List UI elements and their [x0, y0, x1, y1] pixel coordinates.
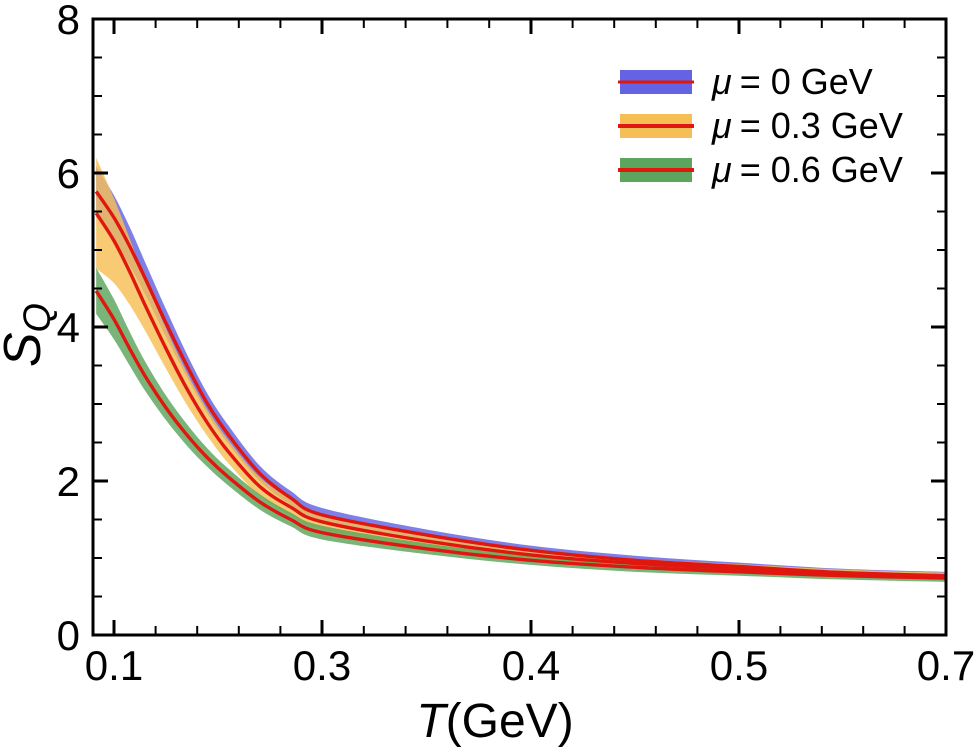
curve-mu=0.6GeV [94, 289, 945, 580]
x-tick-label: 0.3 [293, 642, 351, 689]
curve-mu=0GeV [94, 190, 945, 578]
x-tick-label: 0.5 [710, 642, 768, 689]
uncertainty-bands [96, 157, 945, 582]
legend-label-mu-0: μ = 0 GeV [711, 61, 873, 102]
x-tick-label: 0.4 [502, 642, 560, 689]
central-curves [94, 190, 945, 580]
axis-ticks [93, 17, 948, 637]
legend: μ = 0 GeV μ = 0.3 GeV μ = 0.6 GeV [618, 61, 903, 190]
x-tick-label: 0.1 [85, 642, 143, 689]
y-tick-label: 8 [57, 0, 80, 43]
legend-entry-mu-0.6: μ = 0.6 GeV [618, 149, 903, 190]
band-mu=0.3GeV [96, 157, 945, 581]
x-axis-title: T(GeV) [416, 695, 573, 748]
y-tick-label: 0 [57, 612, 80, 659]
curve-mu=0.3GeV [94, 212, 945, 579]
y-tick-label: 4 [57, 304, 80, 351]
legend-entry-mu-0: μ = 0 GeV [618, 61, 873, 102]
y-axis-title: SQ [0, 303, 59, 367]
y-tick-labels: 0 2 4 6 8 [57, 0, 80, 659]
x-tick-labels: 0.1 0.3 0.4 0.5 0.7 [85, 642, 974, 689]
legend-entry-mu-0.3: μ = 0.3 GeV [618, 105, 903, 146]
band-mu=0GeV [96, 166, 945, 580]
y-tick-label: 2 [57, 458, 80, 505]
legend-label-mu-0.3: μ = 0.3 GeV [711, 105, 903, 146]
y-tick-label: 6 [57, 150, 80, 197]
legend-label-mu-0.6: μ = 0.6 GeV [711, 149, 903, 190]
x-tick-label: 0.7 [917, 642, 974, 689]
